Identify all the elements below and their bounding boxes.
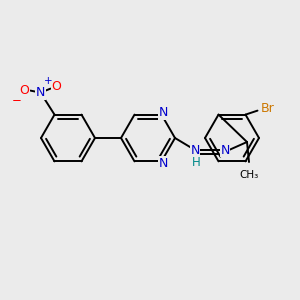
Text: H: H <box>192 155 200 169</box>
Text: −: − <box>12 94 21 107</box>
Text: N: N <box>36 86 45 99</box>
Text: O: O <box>52 80 61 93</box>
Text: N: N <box>159 157 168 170</box>
Text: Br: Br <box>261 102 274 115</box>
Text: CH₃: CH₃ <box>239 170 259 180</box>
Text: N: N <box>220 143 230 157</box>
Text: N: N <box>159 106 168 119</box>
Text: N: N <box>190 143 200 157</box>
Text: +: + <box>44 76 53 85</box>
Text: O: O <box>20 84 29 97</box>
